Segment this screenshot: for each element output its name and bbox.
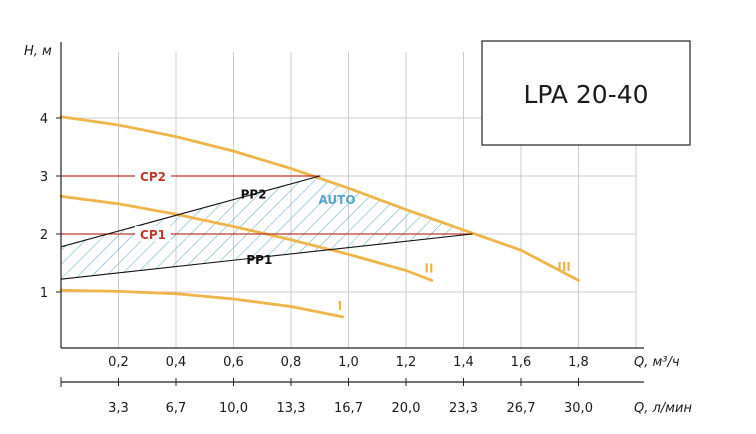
x2-tick-label-7: 26,7	[507, 401, 536, 416]
series-label-i: I	[338, 299, 342, 313]
y-tick-label-3: 4	[40, 112, 48, 127]
series-lines	[59, 115, 580, 319]
series-line-i	[59, 288, 345, 319]
series-label-cp1: CP1	[140, 228, 166, 242]
label-bg-cp2	[135, 168, 171, 183]
series-line-ii	[59, 194, 434, 282]
x-tick-label-4: 1,0	[338, 355, 359, 370]
model-title: LPA 20-40	[523, 80, 648, 109]
x2-tick-label-4: 16,7	[334, 401, 363, 416]
x-tick-label-0: 0,2	[108, 355, 129, 370]
zone-auto	[61, 176, 473, 280]
x-tick-label-1: 0,4	[166, 355, 187, 370]
x2-tick-label-2: 10,0	[219, 401, 248, 416]
label-bg-cp1	[135, 226, 171, 241]
x-tick-label-8: 1,8	[568, 355, 589, 370]
x2-tick-label-5: 20,0	[392, 401, 421, 416]
axes	[56, 42, 644, 387]
x2-tick-label-0: 3,3	[108, 401, 129, 416]
y-axis-title: H, м	[24, 44, 52, 59]
series-line-pp1	[60, 233, 473, 280]
y-tick-label-2: 3	[40, 170, 48, 185]
series-label-pp2: PP2	[241, 187, 267, 201]
x2-tick-label-8: 30,0	[564, 401, 593, 416]
model-box: LPA 20-40	[481, 40, 691, 146]
auto-zone-area	[61, 176, 473, 280]
x-tick-label-7: 1,6	[511, 355, 532, 370]
series-label-ii: II	[425, 262, 434, 276]
x-tick-label-3: 0,8	[281, 355, 302, 370]
x-tick-label-6: 1,4	[453, 355, 474, 370]
y-tick-label-1: 2	[40, 228, 48, 243]
x2-tick-label-1: 6,7	[166, 401, 187, 416]
tick-labels: 1 2 3 4 0,2 0,4 0,6 0,8 1,0 1,2 1,4 1,6 1,8 3,3 6,7 10,…	[40, 112, 593, 416]
model-box-frame	[481, 40, 691, 146]
series-label-iii: III	[557, 260, 570, 274]
series-label-pp1: PP1	[246, 253, 272, 267]
series-line-iii	[59, 115, 580, 282]
zone-label-auto: AUTO	[318, 193, 355, 207]
x2-tick-label-6: 23,3	[449, 401, 478, 416]
x2-tick-label-3: 13,3	[277, 401, 306, 416]
x-tick-label-2: 0,6	[223, 355, 244, 370]
x-tick-label-5: 1,2	[396, 355, 417, 370]
x-axis-title: Q, м³/ч	[634, 355, 680, 370]
series-line-pp2	[60, 175, 321, 248]
x2-axis-title: Q, л/мин	[634, 401, 692, 416]
series-label-cp2: CP2	[140, 170, 166, 184]
y-tick-label-0: 1	[40, 286, 48, 301]
